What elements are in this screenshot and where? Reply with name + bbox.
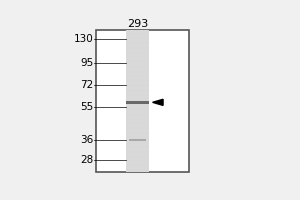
Bar: [126, 132, 149, 134]
Bar: [126, 136, 149, 139]
Bar: [126, 151, 149, 153]
Bar: [126, 106, 149, 108]
Bar: [126, 77, 149, 80]
Bar: [126, 75, 149, 77]
Bar: [126, 56, 149, 58]
Bar: [126, 96, 149, 99]
Bar: [126, 87, 149, 89]
Bar: [126, 160, 149, 162]
Bar: [126, 101, 149, 103]
Bar: [126, 165, 149, 167]
Bar: [126, 94, 149, 96]
Bar: [126, 92, 149, 94]
Bar: [126, 120, 149, 122]
Bar: [126, 63, 149, 66]
Bar: [126, 110, 149, 113]
Bar: [126, 108, 149, 110]
Bar: [126, 139, 149, 141]
Bar: [126, 82, 149, 84]
Bar: [126, 68, 149, 70]
Bar: [126, 84, 149, 87]
Bar: [126, 42, 149, 44]
Bar: [126, 61, 149, 63]
Bar: [96, 30, 189, 172]
Text: 293: 293: [127, 19, 148, 29]
Bar: [126, 118, 149, 120]
Bar: [126, 89, 149, 92]
Bar: [126, 146, 149, 148]
Bar: [126, 30, 149, 33]
Bar: [126, 58, 149, 61]
Bar: [126, 162, 149, 165]
Bar: [126, 70, 149, 73]
Bar: [126, 148, 149, 151]
Bar: [126, 103, 149, 106]
Bar: [126, 44, 149, 47]
Bar: [126, 40, 149, 42]
Bar: [126, 125, 149, 127]
Bar: [126, 54, 149, 56]
Text: 36: 36: [80, 135, 93, 145]
Bar: [126, 66, 149, 68]
Text: 95: 95: [80, 58, 93, 68]
Bar: [126, 101, 149, 104]
Bar: [126, 155, 149, 158]
Polygon shape: [153, 99, 163, 105]
Bar: [126, 129, 149, 132]
Bar: [126, 134, 149, 136]
Bar: [126, 51, 149, 54]
Bar: [126, 49, 149, 51]
Text: 130: 130: [74, 34, 93, 44]
Bar: [126, 80, 149, 82]
Bar: [129, 139, 146, 141]
Bar: [126, 115, 149, 118]
Bar: [126, 99, 149, 101]
Bar: [126, 167, 149, 169]
Bar: [126, 158, 149, 160]
Bar: [126, 127, 149, 129]
Bar: [126, 30, 149, 172]
Bar: [126, 122, 149, 125]
Bar: [126, 169, 149, 172]
Bar: [126, 153, 149, 155]
Bar: [126, 73, 149, 75]
Bar: [126, 144, 149, 146]
Bar: [126, 35, 149, 37]
Text: 72: 72: [80, 80, 93, 90]
Bar: [126, 33, 149, 35]
Bar: [126, 113, 149, 115]
Text: 55: 55: [80, 102, 93, 112]
Bar: [126, 141, 149, 144]
Text: 28: 28: [80, 155, 93, 165]
Bar: [126, 47, 149, 49]
Bar: [126, 37, 149, 40]
